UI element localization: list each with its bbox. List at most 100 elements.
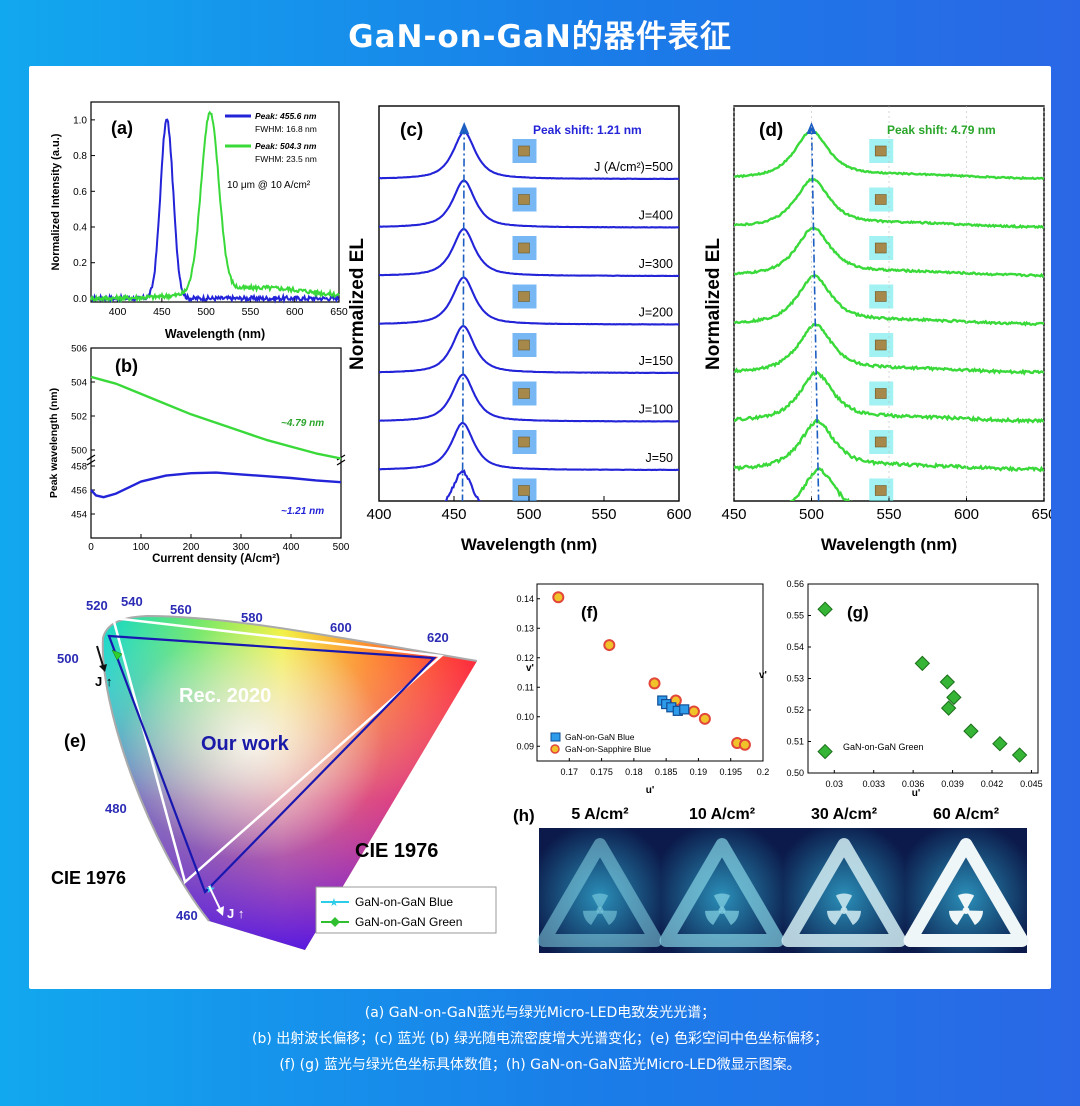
- chart-a-xtick-label: 550: [242, 306, 260, 318]
- chart-d-xtick-label: 600: [954, 506, 979, 523]
- chart-c-xlabel: Wavelength (nm): [461, 535, 597, 554]
- cie-legend-blue: GaN-on-GaN Blue: [355, 895, 453, 909]
- chart-f-point-sapphire: [687, 705, 700, 718]
- chart-f-xtick-label: 0.17: [561, 767, 579, 777]
- rec2020-label: Rec. 2020: [179, 685, 271, 707]
- chart-c-inset-pad: [518, 339, 530, 351]
- chart-d-spectrum-3: [734, 274, 1044, 327]
- chart-g-ytick-label: 0.56: [786, 579, 804, 589]
- chart-a-ytick-label: 0.8: [73, 151, 87, 162]
- chart-a: (a) 400 450 500 550 600 650 0.0 0.2 0.4 0.6 0.8 1.0…: [50, 101, 348, 341]
- header-bar: GaN-on-GaN的器件表征: [0, 0, 1080, 66]
- chart-b-xtick-label: 400: [283, 542, 300, 553]
- display-radiation-center: [596, 907, 604, 914]
- display-caption: 10 A/cm²: [689, 806, 755, 823]
- chart-d-inset-pad: [874, 145, 887, 157]
- legend-g-label: GaN-on-GaN Green: [843, 742, 924, 752]
- chart-g-point: [939, 674, 956, 690]
- chart-g-xtick-label: 0.045: [1020, 779, 1043, 789]
- chart-f-ytick-label: 0.12: [516, 653, 534, 663]
- chart-g-point: [817, 601, 833, 617]
- chart-a-frame: [90, 101, 340, 303]
- chart-f-point-sapphire: [552, 591, 565, 604]
- chart-g-panel-label: (g): [847, 603, 869, 622]
- chart-g-ylabel: v': [759, 670, 767, 681]
- chart-f-point-gan: [679, 704, 690, 715]
- chart-a-ytick-label: 0.2: [73, 258, 87, 269]
- display-radiation-center: [962, 907, 970, 914]
- chart-f-xtick-label: 0.185: [655, 767, 678, 777]
- chart-g-xtick-label: 0.03: [826, 779, 844, 789]
- arrow-label-green: J ↑: [95, 674, 112, 689]
- display-radiation-blade: [705, 910, 722, 926]
- chart-f-ytick-label: 0.10: [516, 712, 534, 722]
- chart-h-panel-label: (h): [513, 806, 535, 825]
- chart-d-xtick-label: 650: [1031, 506, 1051, 523]
- chart-f-point-sapphire: [738, 738, 751, 751]
- display-radiation-blade: [966, 910, 983, 926]
- chart-c-xtick-label: 550: [591, 506, 616, 523]
- cie-wavelength-460: 460: [176, 908, 198, 923]
- chart-f-ytick-label: 0.11: [517, 682, 534, 692]
- chart-g-point: [940, 700, 957, 716]
- display-radiation-blade: [949, 910, 966, 926]
- chart-g: (g) 0.03 0.033 0.036 0.039 0.042 0.045 0.50 0.5…: [759, 579, 1043, 799]
- arrow-label-blue: J ↑: [227, 906, 244, 921]
- display-radiation-blade: [827, 910, 844, 926]
- cie-wavelength-580: 580: [241, 610, 263, 625]
- chart-d-peak-guide: [810, 123, 820, 501]
- cie-legend: [315, 886, 497, 934]
- chart-d-inset-pad: [874, 485, 887, 496]
- chart-d-xtick-label: 500: [799, 506, 824, 523]
- chart-b-xtick-label: 200: [183, 542, 200, 553]
- chart-c-inset-pad: [518, 242, 530, 254]
- chart-c-j-label: J=300: [639, 257, 673, 271]
- chart-b-frame: [90, 347, 342, 539]
- page-title: GaN-on-GaN的器件表征: [348, 18, 732, 55]
- chart-c-inset-pad: [518, 436, 530, 448]
- chart-f-xtick-label: 0.195: [719, 767, 742, 777]
- display-caption: 30 A/cm²: [811, 806, 877, 823]
- chart-b: (b) 0 100 200 300 400 500 500 502 504 506 454 456 45…: [48, 344, 350, 566]
- figure-panel: (a) 400 450 500 550 600 650 0.0 0.2 0.4 0.6 0.8 1.0…: [29, 66, 1051, 989]
- chart-d-xtick-label: 550: [876, 506, 901, 523]
- chart-c-j-label: J (A/cm²)=500: [594, 160, 673, 174]
- chart-c-xtick-label: 500: [516, 506, 541, 523]
- cie-wavelength-480: 480: [105, 801, 127, 816]
- green-shift-arrowhead: [99, 664, 107, 672]
- chart-c-spectrum-2: [379, 228, 679, 278]
- chart-c-spectrum-4: [379, 324, 679, 375]
- chart-b-ytick-label: 500: [71, 446, 87, 457]
- chart-g-point: [992, 735, 1008, 752]
- chart-c-peak-guide: [461, 123, 466, 501]
- legend-f-gan: GaN-on-GaN Blue: [565, 732, 635, 742]
- rec2020-triangle: [111, 616, 444, 885]
- display-radiation-blade: [722, 910, 739, 926]
- chart-g-point: [1011, 747, 1028, 763]
- chart-a-annotation: 10 μm @ 10 A/cm²: [227, 180, 311, 191]
- chart-a-xtick-label: 650: [330, 306, 348, 318]
- cie-wavelength-620: 620: [427, 630, 449, 645]
- chart-b-ytick-label: 506: [71, 344, 87, 355]
- chart-f-xtick-label: 0.18: [625, 767, 643, 777]
- chart-c-xtick-label: 450: [441, 506, 466, 523]
- chart-a-panel-label: (a): [111, 118, 133, 138]
- green-coord-marker: [111, 649, 123, 661]
- chart-c-spectrum-0: [379, 131, 679, 181]
- chart-f-point-sapphire: [603, 639, 616, 652]
- chart-d-inset-pad: [874, 194, 887, 205]
- chart-g-xtick-label: 0.039: [941, 779, 964, 789]
- display-triangle: [537, 838, 663, 947]
- our-work-triangle: [107, 634, 437, 895]
- chart-g-xtick-label: 0.033: [862, 779, 885, 789]
- chart-a-series-1: [90, 110, 340, 304]
- chart-d-annotation: Peak shift: 4.79 nm: [887, 123, 996, 137]
- chart-b-ytick-label: 454: [71, 510, 87, 521]
- display-radiation-blade: [957, 893, 975, 911]
- chart-f-xtick-label: 0.19: [690, 767, 708, 777]
- chart-f-ytick-label: 0.09: [516, 741, 534, 751]
- display-radiation-center: [718, 907, 726, 914]
- display-radiation-blade: [835, 893, 853, 911]
- chart-c-xtick-label: 600: [666, 506, 691, 523]
- cie-wavelength-500: 500: [57, 651, 79, 666]
